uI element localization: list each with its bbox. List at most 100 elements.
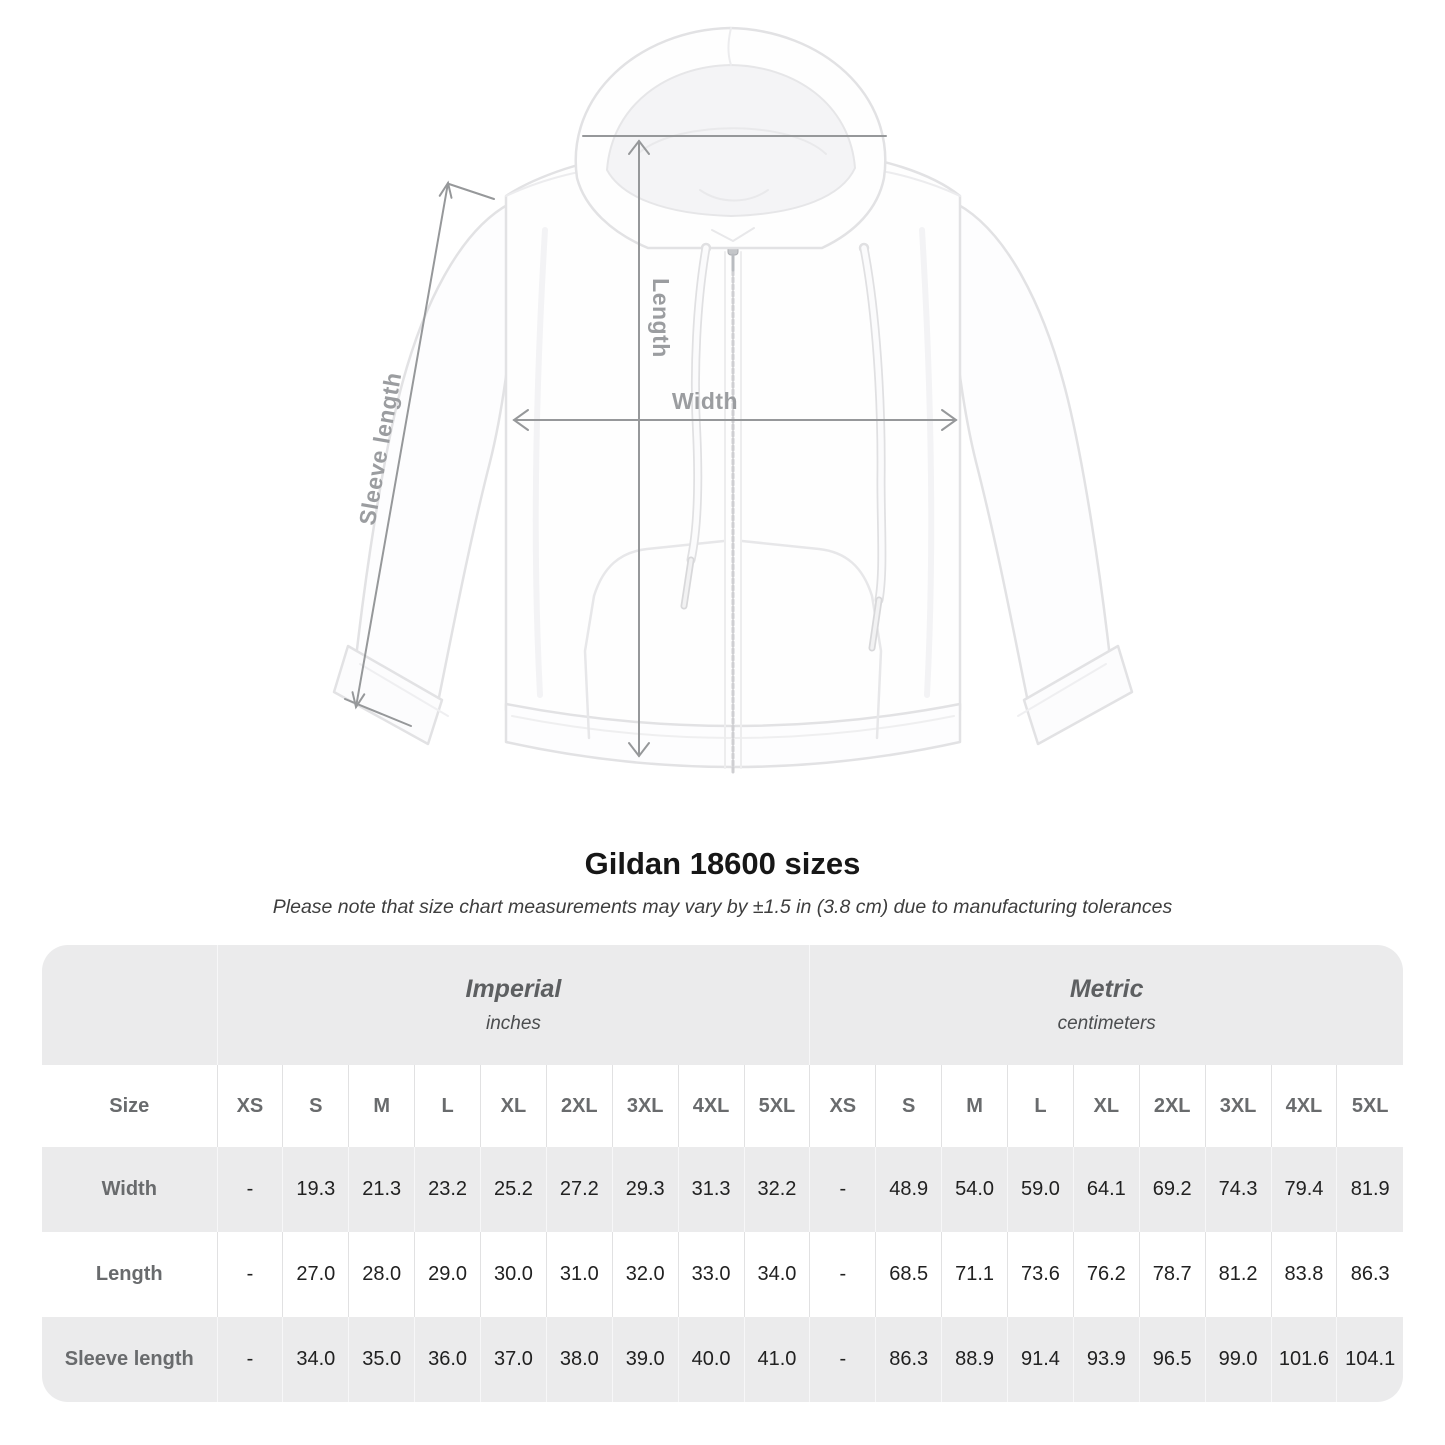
value-cell: 64.1 [1072, 1147, 1140, 1232]
value-cell: 96.5 [1138, 1317, 1206, 1402]
value-cell: 99.0 [1204, 1317, 1271, 1402]
value-cell: 27.2 [545, 1147, 613, 1232]
value-cell: 88.9 [941, 1317, 1008, 1402]
imperial-unit: inches [485, 1013, 541, 1034]
size-col-header: M [941, 1065, 1008, 1147]
value-cell: 83.8 [1270, 1232, 1337, 1317]
value-cell: - [216, 1317, 283, 1402]
size-col-header: L [414, 1065, 481, 1147]
size-col-header: 5XL [1336, 1065, 1403, 1147]
imperial-label: Imperial [465, 975, 562, 1003]
shoulder-tick [448, 183, 495, 200]
value-cell: 74.3 [1204, 1147, 1271, 1232]
size-col-header: L [1007, 1065, 1074, 1147]
left-cuff [332, 644, 444, 746]
hoodie-figure: Length Width Sleeve length [332, 26, 1134, 774]
table-row-width: Width - 19.3 21.3 23.2 25.2 27.2 29.3 31… [42, 1147, 1403, 1232]
value-cell: - [809, 1317, 876, 1402]
left-pocket [583, 539, 726, 740]
row-label: Sleeve length [42, 1317, 217, 1402]
size-col-header: 3XL [1204, 1065, 1271, 1147]
page-title: Gildan 18600 sizes [584, 846, 861, 881]
value-cell: - [216, 1232, 283, 1317]
value-cell: 29.3 [611, 1147, 679, 1232]
value-cell: 25.2 [480, 1147, 547, 1232]
value-cell: 34.0 [282, 1317, 349, 1402]
value-cell: 71.1 [941, 1232, 1008, 1317]
metric-group-header: Metric centimeters [809, 945, 1403, 1065]
row-label: Width [42, 1147, 217, 1232]
value-cell: 19.3 [282, 1147, 349, 1232]
value-cell: 86.3 [1336, 1232, 1403, 1317]
right-cuff [1022, 644, 1134, 746]
drawstrings [680, 242, 887, 652]
value-cell: 36.0 [414, 1317, 481, 1402]
length-label: Length [648, 278, 674, 358]
value-cell: 34.0 [743, 1232, 810, 1317]
value-cell: 35.0 [348, 1317, 415, 1402]
value-cell: 31.0 [545, 1232, 613, 1317]
value-cell: 41.0 [743, 1317, 810, 1402]
value-cell: 81.2 [1204, 1232, 1271, 1317]
imperial-group-header: Imperial inches [216, 945, 810, 1065]
value-cell: 54.0 [941, 1147, 1008, 1232]
value-cell: 76.2 [1072, 1232, 1140, 1317]
size-col-header: 2XL [545, 1065, 613, 1147]
value-cell: - [809, 1232, 876, 1317]
value-cell: 93.9 [1072, 1317, 1140, 1402]
value-cell: 29.0 [414, 1232, 481, 1317]
value-cell: 39.0 [611, 1317, 679, 1402]
size-col-header: 4XL [677, 1065, 744, 1147]
value-cell: 38.0 [545, 1317, 613, 1402]
size-col-header: S [875, 1065, 942, 1147]
hood-opening [606, 64, 856, 217]
value-cell: 30.0 [480, 1232, 547, 1317]
size-col-header: XL [480, 1065, 547, 1147]
value-cell: 81.9 [1336, 1147, 1403, 1232]
group-spacer-cell [42, 945, 217, 1065]
size-col-header: 4XL [1270, 1065, 1337, 1147]
value-cell: 32.0 [611, 1232, 679, 1317]
size-col-header: XS [809, 1065, 876, 1147]
pockets [583, 539, 883, 740]
table-row-length: Length - 27.0 28.0 29.0 30.0 31.0 32.0 3… [42, 1232, 1403, 1317]
value-cell: 78.7 [1138, 1232, 1206, 1317]
value-cell: 104.1 [1336, 1317, 1403, 1402]
size-col-header: 5XL [743, 1065, 810, 1147]
right-sleeve [947, 198, 1134, 746]
size-col-header: 2XL [1138, 1065, 1206, 1147]
cuff-tick [344, 698, 412, 727]
value-cell: - [809, 1147, 876, 1232]
value-cell: 31.3 [677, 1147, 744, 1232]
width-label: Width [672, 388, 738, 414]
metric-label: Metric [1069, 975, 1144, 1003]
metric-unit: centimeters [1057, 1013, 1156, 1034]
value-cell: - [216, 1147, 283, 1232]
table-row-sleeve-length: Sleeve length - 34.0 35.0 36.0 37.0 38.0… [42, 1317, 1403, 1402]
width-arrow [512, 409, 958, 431]
value-cell: 86.3 [875, 1317, 942, 1402]
unit-group-row: Imperial inches Metric centimeters [42, 945, 1403, 1065]
size-col-header: S [282, 1065, 349, 1147]
value-cell: 79.4 [1270, 1147, 1337, 1232]
sleeve-length-arrow [344, 180, 495, 727]
right-pocket [740, 539, 883, 740]
value-cell: 21.3 [348, 1147, 415, 1232]
value-cell: 48.9 [875, 1147, 942, 1232]
value-cell: 59.0 [1007, 1147, 1074, 1232]
size-col-header: 3XL [611, 1065, 679, 1147]
hoodie-illustration: Length Width Sleeve length [332, 26, 1134, 774]
size-col-header: M [348, 1065, 415, 1147]
size-table: Imperial inches Metric centimeters Size … [42, 945, 1403, 1402]
value-cell: 32.2 [743, 1147, 810, 1232]
value-cell: 40.0 [677, 1317, 744, 1402]
value-cell: 68.5 [875, 1232, 942, 1317]
hood [574, 26, 887, 250]
size-col-header: XL [1072, 1065, 1140, 1147]
value-cell: 73.6 [1007, 1232, 1074, 1317]
value-cell: 37.0 [480, 1317, 547, 1402]
measurement-annotations [344, 135, 958, 758]
length-arrow [582, 135, 887, 758]
tolerance-note: Please note that size chart measurements… [272, 896, 1173, 918]
value-cell: 101.6 [1270, 1317, 1337, 1402]
